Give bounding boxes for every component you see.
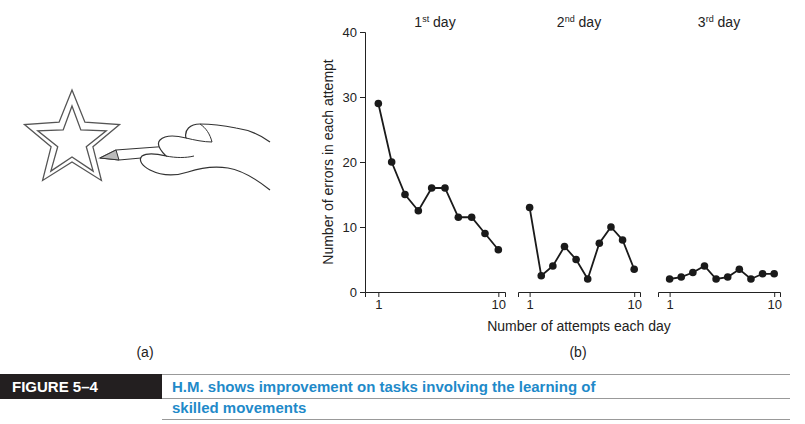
panel: 1st day 1 10 0 10 20 30 40 Number of errors in e… — [320, 14, 506, 312]
y-tick-mark — [360, 227, 365, 228]
x-tick: 1 — [667, 292, 674, 312]
data-point — [441, 184, 449, 192]
x-axis-line — [659, 293, 781, 298]
figure-number-box — [0, 374, 162, 399]
y-tick-label: 0 — [350, 285, 357, 300]
panel-label: (b) — [569, 344, 586, 360]
x-tick: 1 — [375, 292, 382, 312]
x-tick: 10 — [492, 292, 506, 312]
data-point — [401, 191, 409, 199]
x-axis: 1 10 — [519, 292, 642, 312]
data-point — [689, 269, 697, 277]
hand-fingers — [166, 124, 212, 158]
data-point — [428, 184, 436, 192]
x-tick-label: 1 — [667, 297, 674, 312]
data-point — [770, 270, 778, 278]
data-point — [388, 158, 396, 166]
caption-rule — [162, 419, 790, 420]
y-axis: 0 10 20 30 40 — [343, 25, 366, 300]
x-tick-label: 10 — [627, 297, 641, 312]
caption-rule — [162, 398, 790, 399]
caption: FIGURE 5–4 H.M. shows improvement on task… — [0, 374, 790, 420]
pencil-tip — [100, 150, 119, 160]
star-inner — [38, 106, 106, 171]
marks — [526, 204, 638, 283]
data-point — [630, 265, 638, 273]
data-point — [759, 270, 767, 278]
figure: 1st day 1 10 0 10 20 30 40 Number of errors in e… — [0, 0, 805, 424]
data-line — [530, 208, 635, 280]
data-point — [666, 275, 674, 283]
y-tick: 40 — [343, 25, 365, 40]
y-tick: 0 — [350, 285, 365, 300]
data-point — [375, 100, 383, 108]
y-tick-label: 40 — [343, 25, 357, 40]
data-point — [584, 275, 592, 283]
y-tick-mark — [360, 162, 365, 163]
x-axis-line — [519, 293, 641, 298]
y-tick: 10 — [343, 220, 365, 235]
panel-title: 1st day — [414, 14, 455, 30]
data-point — [537, 272, 545, 280]
y-axis-title: Number of errors in each attempt — [320, 59, 336, 265]
panel-title: 3rd day — [698, 14, 740, 30]
data-point — [495, 246, 503, 254]
data-point — [607, 223, 615, 231]
data-point — [468, 213, 476, 221]
marks — [666, 262, 778, 283]
data-point — [455, 213, 463, 221]
panel: 3rd day 1 10 — [659, 14, 782, 312]
data-point — [481, 230, 489, 238]
y-tick-mark — [360, 97, 365, 98]
y-tick-label: 10 — [343, 220, 357, 235]
x-axis-line — [366, 293, 506, 298]
figure-number: FIGURE 5–4 — [12, 378, 99, 395]
x-tick: 10 — [627, 292, 641, 312]
x-axis-title: Number of attempts each day — [487, 318, 671, 334]
marks — [375, 100, 503, 254]
data-point — [572, 256, 580, 264]
y-tick-label: 20 — [343, 155, 357, 170]
x-tick-label: 10 — [492, 297, 506, 312]
caption-rule — [162, 374, 790, 375]
y-tick-mark — [360, 292, 365, 293]
data-point — [596, 239, 604, 247]
star-outer — [24, 90, 119, 180]
illustration — [24, 90, 270, 190]
data-line — [378, 104, 498, 250]
data-point — [736, 265, 744, 273]
y-tick: 20 — [343, 155, 365, 170]
data-point — [701, 262, 709, 270]
data-point — [415, 207, 423, 215]
y-axis-line — [360, 33, 366, 293]
data-point — [677, 273, 685, 281]
data-line — [670, 266, 775, 279]
x-tick: 1 — [527, 292, 534, 312]
y-tick-mark — [360, 32, 365, 33]
x-tick-label: 10 — [767, 297, 781, 312]
data-point — [526, 204, 534, 212]
panel-label: (a) — [136, 344, 153, 360]
data-point — [561, 243, 569, 251]
panel-title: 2nd day — [557, 14, 601, 30]
x-axis: 1 10 — [659, 292, 782, 312]
hand — [140, 124, 270, 190]
x-tick-label: 1 — [527, 297, 534, 312]
data-point — [549, 262, 557, 270]
panel: 2nd day 1 10 Number of attempts each day — [487, 14, 671, 334]
data-point — [747, 275, 755, 283]
data-point — [619, 236, 627, 244]
y-tick-label: 30 — [343, 90, 357, 105]
data-point — [724, 273, 732, 281]
y-tick: 30 — [343, 90, 365, 105]
x-axis: 1 10 — [366, 292, 507, 312]
caption-text: H.M. shows improvement on tasks involvin… — [172, 378, 596, 416]
data-point — [712, 275, 720, 283]
x-tick-label: 1 — [375, 297, 382, 312]
x-tick: 10 — [767, 292, 781, 312]
